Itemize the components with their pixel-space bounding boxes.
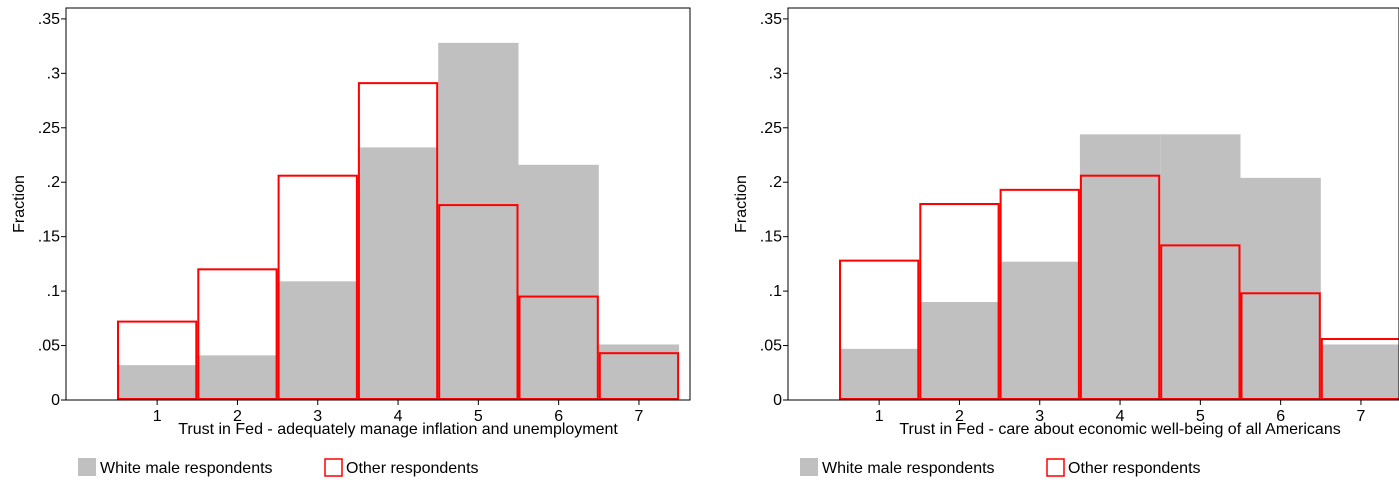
other-respondents-bar-6 [1240, 292, 1321, 400]
y-tick-label: .3 [47, 65, 60, 82]
x-tick-label: 5 [1196, 408, 1205, 425]
y-tick-label: .35 [38, 11, 60, 28]
other-respondents-bar-5 [438, 204, 519, 400]
legend-swatch-other [324, 458, 343, 477]
white-male-bar-6 [518, 164, 599, 400]
y-tick-label: .35 [760, 11, 782, 28]
white-male-bar-2 [197, 355, 278, 400]
other-respondents-bar-1 [839, 259, 920, 400]
white-male-bar-3 [999, 261, 1080, 400]
x-tick-label: 4 [1116, 408, 1125, 425]
x-tick-label: 1 [875, 408, 884, 425]
y-axis-title: Fraction [11, 175, 28, 233]
y-tick-label: 0 [773, 392, 782, 409]
x-axis-title: Trust in Fed - care about economic well-… [899, 421, 1340, 438]
legend-swatch-other [1046, 458, 1065, 477]
white-male-bar-4 [1079, 134, 1161, 401]
other-respondents-bar-2 [197, 268, 278, 401]
x-tick-label: 5 [474, 408, 483, 425]
other-respondents-bar-6 [518, 295, 599, 400]
y-tick-label: .15 [38, 229, 60, 246]
x-tick-label: 3 [313, 408, 322, 425]
y-tick-label: 0 [51, 392, 60, 409]
white-male-bar-1 [839, 348, 920, 400]
white-male-bar-7 [1320, 344, 1399, 400]
legend-label-other: Other respondents [1068, 460, 1201, 477]
legend-label-white-male: White male respondents [100, 460, 273, 477]
other-respondents-bar-7 [1320, 338, 1399, 400]
white-male-bar-5 [1160, 134, 1241, 401]
x-tick-label: 3 [1035, 408, 1044, 425]
x-tick-label: 6 [1276, 408, 1285, 425]
x-tick-label: 1 [153, 408, 162, 425]
x-tick-label: 2 [233, 408, 242, 425]
y-tick-label: .1 [47, 283, 60, 300]
y-tick-label: .25 [760, 120, 782, 137]
legend-label-white-male: White male respondents [822, 460, 995, 477]
other-respondents-bar-2 [919, 203, 1000, 400]
x-tick-label: 2 [955, 408, 964, 425]
white-male-bar-4 [357, 147, 439, 400]
x-axis-title: Trust in Fed - adequately manage inflati… [178, 421, 618, 438]
white-male-bar-1 [117, 365, 198, 400]
legend-label-other: Other respondents [346, 460, 479, 477]
y-tick-label: .15 [760, 229, 782, 246]
plot-frame [787, 7, 1399, 401]
other-respondents-bar-7 [598, 352, 680, 400]
other-respondents-bar-4 [1079, 174, 1161, 400]
x-tick-label: 6 [554, 408, 563, 425]
other-respondents-bar-4 [357, 82, 439, 400]
plot-frame [65, 7, 691, 401]
y-tick-label: .2 [769, 174, 782, 191]
other-respondents-bar-3 [277, 174, 358, 400]
white-male-bar-6 [1240, 177, 1321, 400]
x-tick-label: 4 [394, 408, 403, 425]
legend-swatch-white-male [78, 458, 96, 476]
white-male-bar-5 [438, 42, 519, 400]
y-tick-label: .25 [38, 120, 60, 137]
other-respondents-bar-5 [1160, 244, 1241, 400]
histogram-panel-inflation-unemployment: 0 .05 .1 .15 .2 .25 .3 .35 1 2 3 4 5 6 7 Trust in Fed -… [11, 7, 691, 477]
legend-swatch-white-male [800, 458, 818, 476]
y-tick-label: .05 [760, 338, 782, 355]
y-tick-label: .1 [769, 283, 782, 300]
x-tick-label: 7 [634, 408, 643, 425]
other-respondents-bar-3 [999, 188, 1080, 400]
y-tick-label: .3 [769, 65, 782, 82]
histogram-panel-economic-well-being: 0 .05 .1 .15 .2 .25 .3 .35 1 2 3 4 5 6 7 Trust in Fed -… [733, 7, 1399, 477]
y-tick-label: .2 [47, 174, 60, 191]
y-axis-title: Fraction [733, 175, 750, 233]
x-tick-label: 7 [1356, 408, 1365, 425]
white-male-bar-2 [919, 302, 1000, 400]
other-respondents-bar-1 [117, 320, 198, 401]
white-male-bar-3 [277, 281, 358, 400]
y-tick-label: .05 [38, 338, 60, 355]
